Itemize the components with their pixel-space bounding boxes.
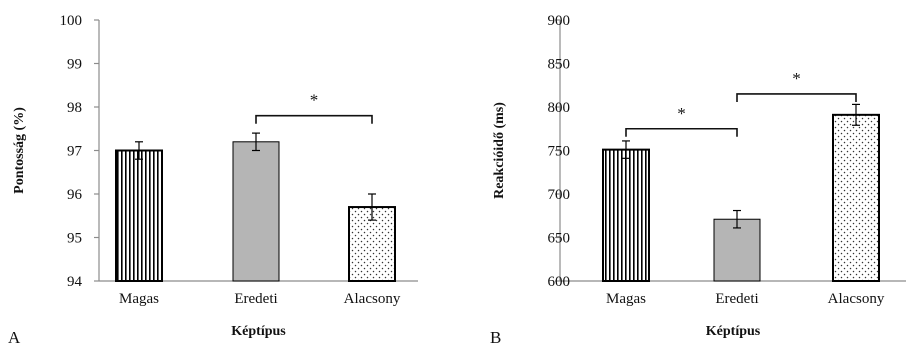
y-tick-label: 98 — [67, 100, 82, 116]
panel-label: B — [490, 328, 501, 347]
significance-star: * — [677, 104, 686, 123]
y-tick-label: 96 — [67, 187, 83, 203]
significance-star: * — [310, 91, 319, 110]
y-tick-label: 700 — [548, 187, 571, 203]
y-tick-label: 99 — [67, 57, 82, 73]
panel-b-chart: 600 650 700 750 800 850 900 Magas Eredeti Alacson… — [490, 13, 906, 347]
x-tick-label: Alacsony — [344, 291, 401, 307]
x-tick-label: Eredeti — [234, 291, 277, 307]
x-tick-label: Eredeti — [715, 291, 758, 307]
bar — [713, 218, 761, 282]
bar — [115, 149, 163, 282]
y-tick-label: 650 — [548, 231, 571, 247]
y-tick-label: 100 — [60, 13, 83, 29]
panel-label: A — [8, 328, 21, 347]
y-tick-label: 900 — [548, 13, 571, 29]
y-tick-label: 800 — [548, 100, 571, 116]
x-tick-label: Magas — [606, 291, 646, 307]
y-tick-label: 97 — [67, 144, 83, 160]
bar — [232, 141, 280, 282]
bar — [832, 113, 880, 282]
bar — [602, 148, 650, 282]
x-tick-label: Magas — [119, 291, 159, 307]
significance-bracket — [625, 127, 738, 137]
significance-bracket — [255, 114, 373, 124]
y-axis-title: Reakcióidő (ms) — [492, 102, 507, 199]
y-tick-label: 94 — [67, 274, 83, 290]
y-tick-label: 850 — [548, 57, 571, 73]
y-axis-title: Pontosság (%) — [12, 107, 27, 194]
x-tick-label: Alacsony — [828, 291, 885, 307]
y-tick-label: 95 — [67, 231, 82, 247]
y-tick-label: 600 — [548, 274, 571, 290]
panel-a-chart: 94 95 96 97 98 99 100 Magas Eredeti Alacsony * Pont… — [8, 13, 418, 347]
significance-star: * — [792, 69, 801, 88]
x-axis-title: Képtípus — [231, 324, 286, 339]
x-axis-title: Képtípus — [706, 324, 761, 339]
y-tick-label: 750 — [548, 144, 571, 160]
significance-bracket — [736, 93, 857, 102]
